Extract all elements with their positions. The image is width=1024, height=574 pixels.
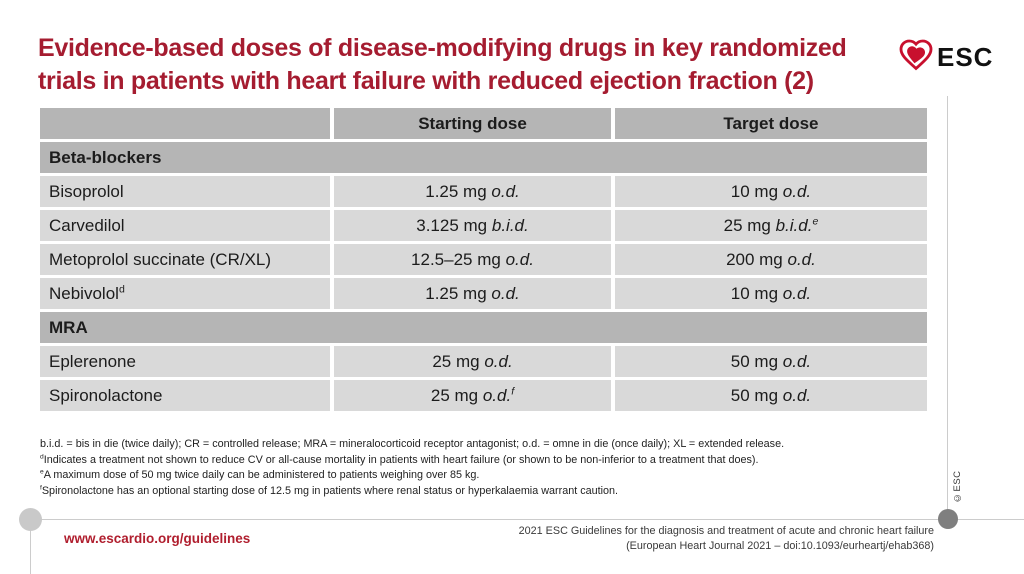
table-section-beta-blockers: Beta-blockers bbox=[40, 142, 927, 173]
starting-dose-cell: 25 mg o.d. bbox=[334, 346, 611, 377]
starting-dose-cell: 12.5–25 mg o.d. bbox=[334, 244, 611, 275]
copyright-esc: ©ESC bbox=[952, 470, 963, 503]
table-row: Carvedilol 3.125 mg b.i.d. 25 mg b.i.d.e bbox=[40, 210, 927, 241]
starting-dose-cell: 3.125 mg b.i.d. bbox=[334, 210, 611, 241]
guidelines-link[interactable]: www.escardio.org/guidelines bbox=[64, 531, 251, 546]
citation-line1: 2021 ESC Guidelines for the diagnosis an… bbox=[518, 525, 934, 537]
drug-name-cell: Nebivolold bbox=[40, 278, 331, 309]
table-row: Nebivolold 1.25 mg o.d. 10 mg o.d. bbox=[40, 278, 927, 309]
table-header-row: Starting dose Target dose bbox=[40, 108, 927, 139]
target-dose-cell: 25 mg b.i.d.e bbox=[614, 210, 927, 241]
page-title-line1: Evidence-based doses of disease-modifyin… bbox=[38, 34, 847, 62]
footer-divider bbox=[30, 519, 1024, 520]
starting-dose-cell: 1.25 mg o.d. bbox=[334, 176, 611, 207]
page-title: Evidence-based doses of disease-modifyin… bbox=[38, 32, 888, 98]
footer-left-divider bbox=[30, 519, 31, 574]
table-section-row: Beta-blockers bbox=[40, 142, 927, 173]
starting-dose-cell: 1.25 mg o.d. bbox=[334, 278, 611, 309]
vertical-divider bbox=[947, 96, 948, 510]
table-header-target-dose: Target dose bbox=[614, 108, 927, 139]
drug-name-cell: Bisoprolol bbox=[40, 176, 331, 207]
page-title-line2: trials in patients with heart failure wi… bbox=[38, 67, 814, 95]
footer-left-circle bbox=[19, 508, 42, 531]
target-dose-cell: 50 mg o.d. bbox=[614, 346, 927, 377]
citation-line2: (European Heart Journal 2021 – doi:10.10… bbox=[626, 539, 934, 552]
table-row: Metoprolol succinate (CR/XL) 12.5–25 mg … bbox=[40, 244, 927, 275]
target-dose-cell: 50 mg o.d. bbox=[614, 380, 927, 411]
footer-right-circle bbox=[938, 509, 958, 529]
footnote-abbreviations: b.i.d. = bis in die (twice daily); CR = … bbox=[40, 438, 785, 450]
table-header-starting-dose: Starting dose bbox=[334, 108, 611, 139]
drug-name-cell: Eplerenone bbox=[40, 346, 331, 377]
starting-dose-cell: 25 mg o.d.f bbox=[334, 380, 611, 411]
target-dose-cell: 200 mg o.d. bbox=[614, 244, 927, 275]
drug-name-cell: Spironolactone bbox=[40, 380, 331, 411]
footnotes: b.i.d. = bis in die (twice daily); CR = … bbox=[40, 437, 935, 499]
esc-logo: ESC bbox=[898, 38, 993, 76]
table-row: Bisoprolol 1.25 mg o.d. 10 mg o.d. bbox=[40, 176, 927, 207]
table-row: Spironolactone 25 mg o.d.f 50 mg o.d. bbox=[40, 380, 927, 411]
citation: 2021 ESC Guidelines for the diagnosis an… bbox=[434, 524, 934, 553]
table-row: Eplerenone 25 mg o.d. 50 mg o.d. bbox=[40, 346, 927, 377]
table-section-row: MRA bbox=[40, 312, 927, 343]
target-dose-cell: 10 mg o.d. bbox=[614, 176, 927, 207]
drug-name-cell: Carvedilol bbox=[40, 210, 331, 241]
dose-table: Starting dose Target dose Beta-blockers … bbox=[36, 105, 931, 414]
footnote-f: fSpironolactone has an optional starting… bbox=[40, 483, 619, 497]
footnote-d: dIndicates a treatment not shown to redu… bbox=[40, 452, 759, 466]
footnote-e: eA maximum dose of 50 mg twice daily can… bbox=[40, 468, 480, 481]
drug-name-cell: Metoprolol succinate (CR/XL) bbox=[40, 244, 331, 275]
heart-icon bbox=[898, 38, 934, 76]
table-header-empty bbox=[40, 108, 331, 139]
table-section-mra: MRA bbox=[40, 312, 927, 343]
target-dose-cell: 10 mg o.d. bbox=[614, 278, 927, 309]
esc-logo-text: ESC bbox=[937, 41, 994, 72]
